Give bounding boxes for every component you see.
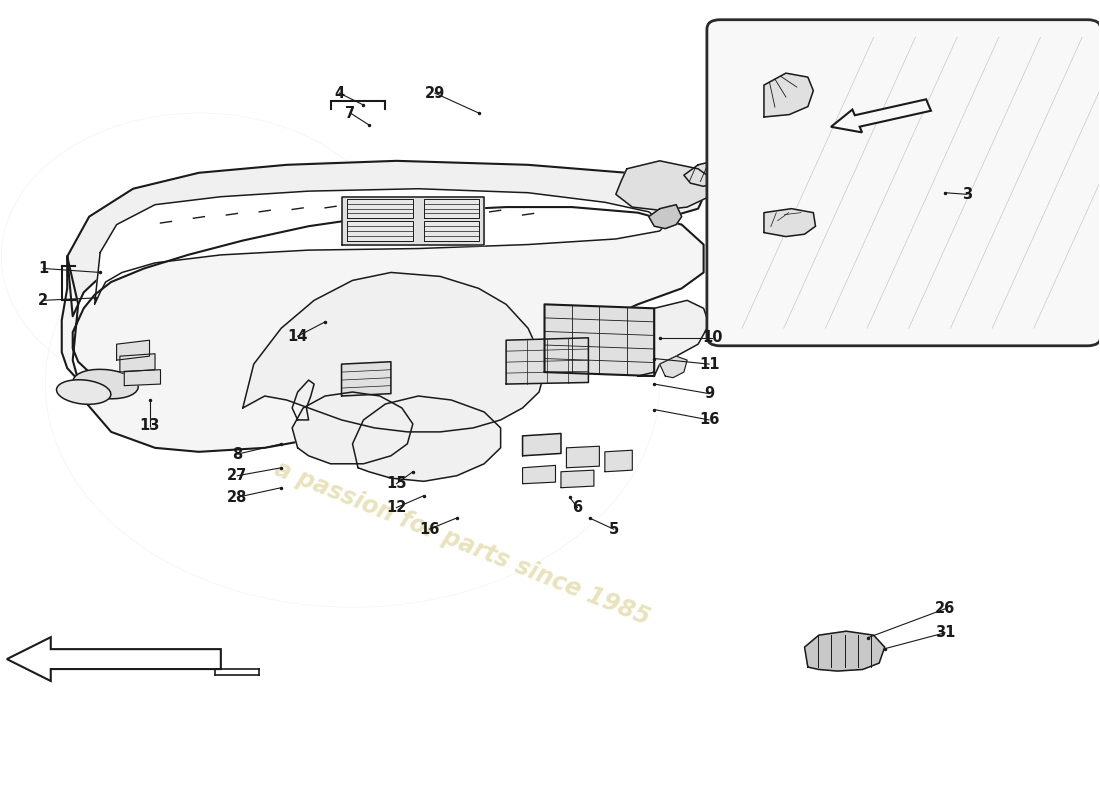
Polygon shape	[352, 396, 500, 482]
Polygon shape	[544, 304, 654, 376]
Polygon shape	[346, 199, 412, 218]
Polygon shape	[341, 197, 484, 245]
Polygon shape	[649, 205, 682, 229]
Polygon shape	[616, 161, 715, 210]
Text: 10: 10	[702, 330, 723, 346]
Text: 15: 15	[386, 476, 407, 491]
Polygon shape	[120, 354, 155, 372]
FancyBboxPatch shape	[707, 20, 1100, 346]
Text: 7: 7	[345, 106, 355, 121]
Text: 31: 31	[935, 626, 955, 640]
Polygon shape	[293, 392, 412, 464]
Polygon shape	[346, 221, 412, 241]
Text: 16: 16	[419, 522, 440, 537]
Ellipse shape	[56, 380, 111, 404]
Text: 27: 27	[228, 468, 248, 483]
Polygon shape	[804, 631, 884, 671]
Text: a passion for parts since 1985: a passion for parts since 1985	[271, 457, 653, 630]
Polygon shape	[660, 356, 688, 378]
FancyArrow shape	[830, 99, 931, 133]
Text: 6: 6	[572, 500, 583, 515]
Text: 12: 12	[386, 500, 407, 515]
Polygon shape	[684, 161, 726, 186]
Polygon shape	[67, 161, 704, 316]
Polygon shape	[243, 273, 544, 432]
Polygon shape	[605, 450, 632, 472]
Text: 14: 14	[287, 329, 308, 344]
Text: 1: 1	[39, 261, 48, 276]
Polygon shape	[566, 446, 600, 468]
Polygon shape	[117, 340, 150, 360]
Polygon shape	[522, 466, 556, 484]
Polygon shape	[764, 73, 813, 117]
Polygon shape	[124, 370, 161, 386]
Polygon shape	[764, 209, 815, 237]
Polygon shape	[424, 199, 478, 218]
Text: 3: 3	[961, 187, 972, 202]
Text: 2: 2	[39, 293, 48, 308]
Text: 11: 11	[698, 357, 719, 372]
Text: 4: 4	[334, 86, 344, 101]
Polygon shape	[561, 470, 594, 488]
Polygon shape	[341, 362, 390, 396]
Text: 29: 29	[425, 86, 444, 101]
Polygon shape	[424, 221, 478, 241]
Polygon shape	[506, 338, 588, 384]
Text: 13: 13	[140, 418, 159, 433]
Text: 26: 26	[935, 602, 955, 616]
Text: 8: 8	[232, 446, 242, 462]
Polygon shape	[62, 207, 704, 452]
FancyArrow shape	[7, 637, 221, 681]
Text: 16: 16	[698, 413, 719, 427]
Polygon shape	[522, 434, 561, 456]
Ellipse shape	[73, 370, 139, 398]
Text: 5: 5	[608, 522, 619, 537]
Polygon shape	[95, 189, 666, 304]
Polygon shape	[638, 300, 710, 376]
Text: 9: 9	[704, 386, 714, 401]
Text: 28: 28	[227, 490, 248, 505]
